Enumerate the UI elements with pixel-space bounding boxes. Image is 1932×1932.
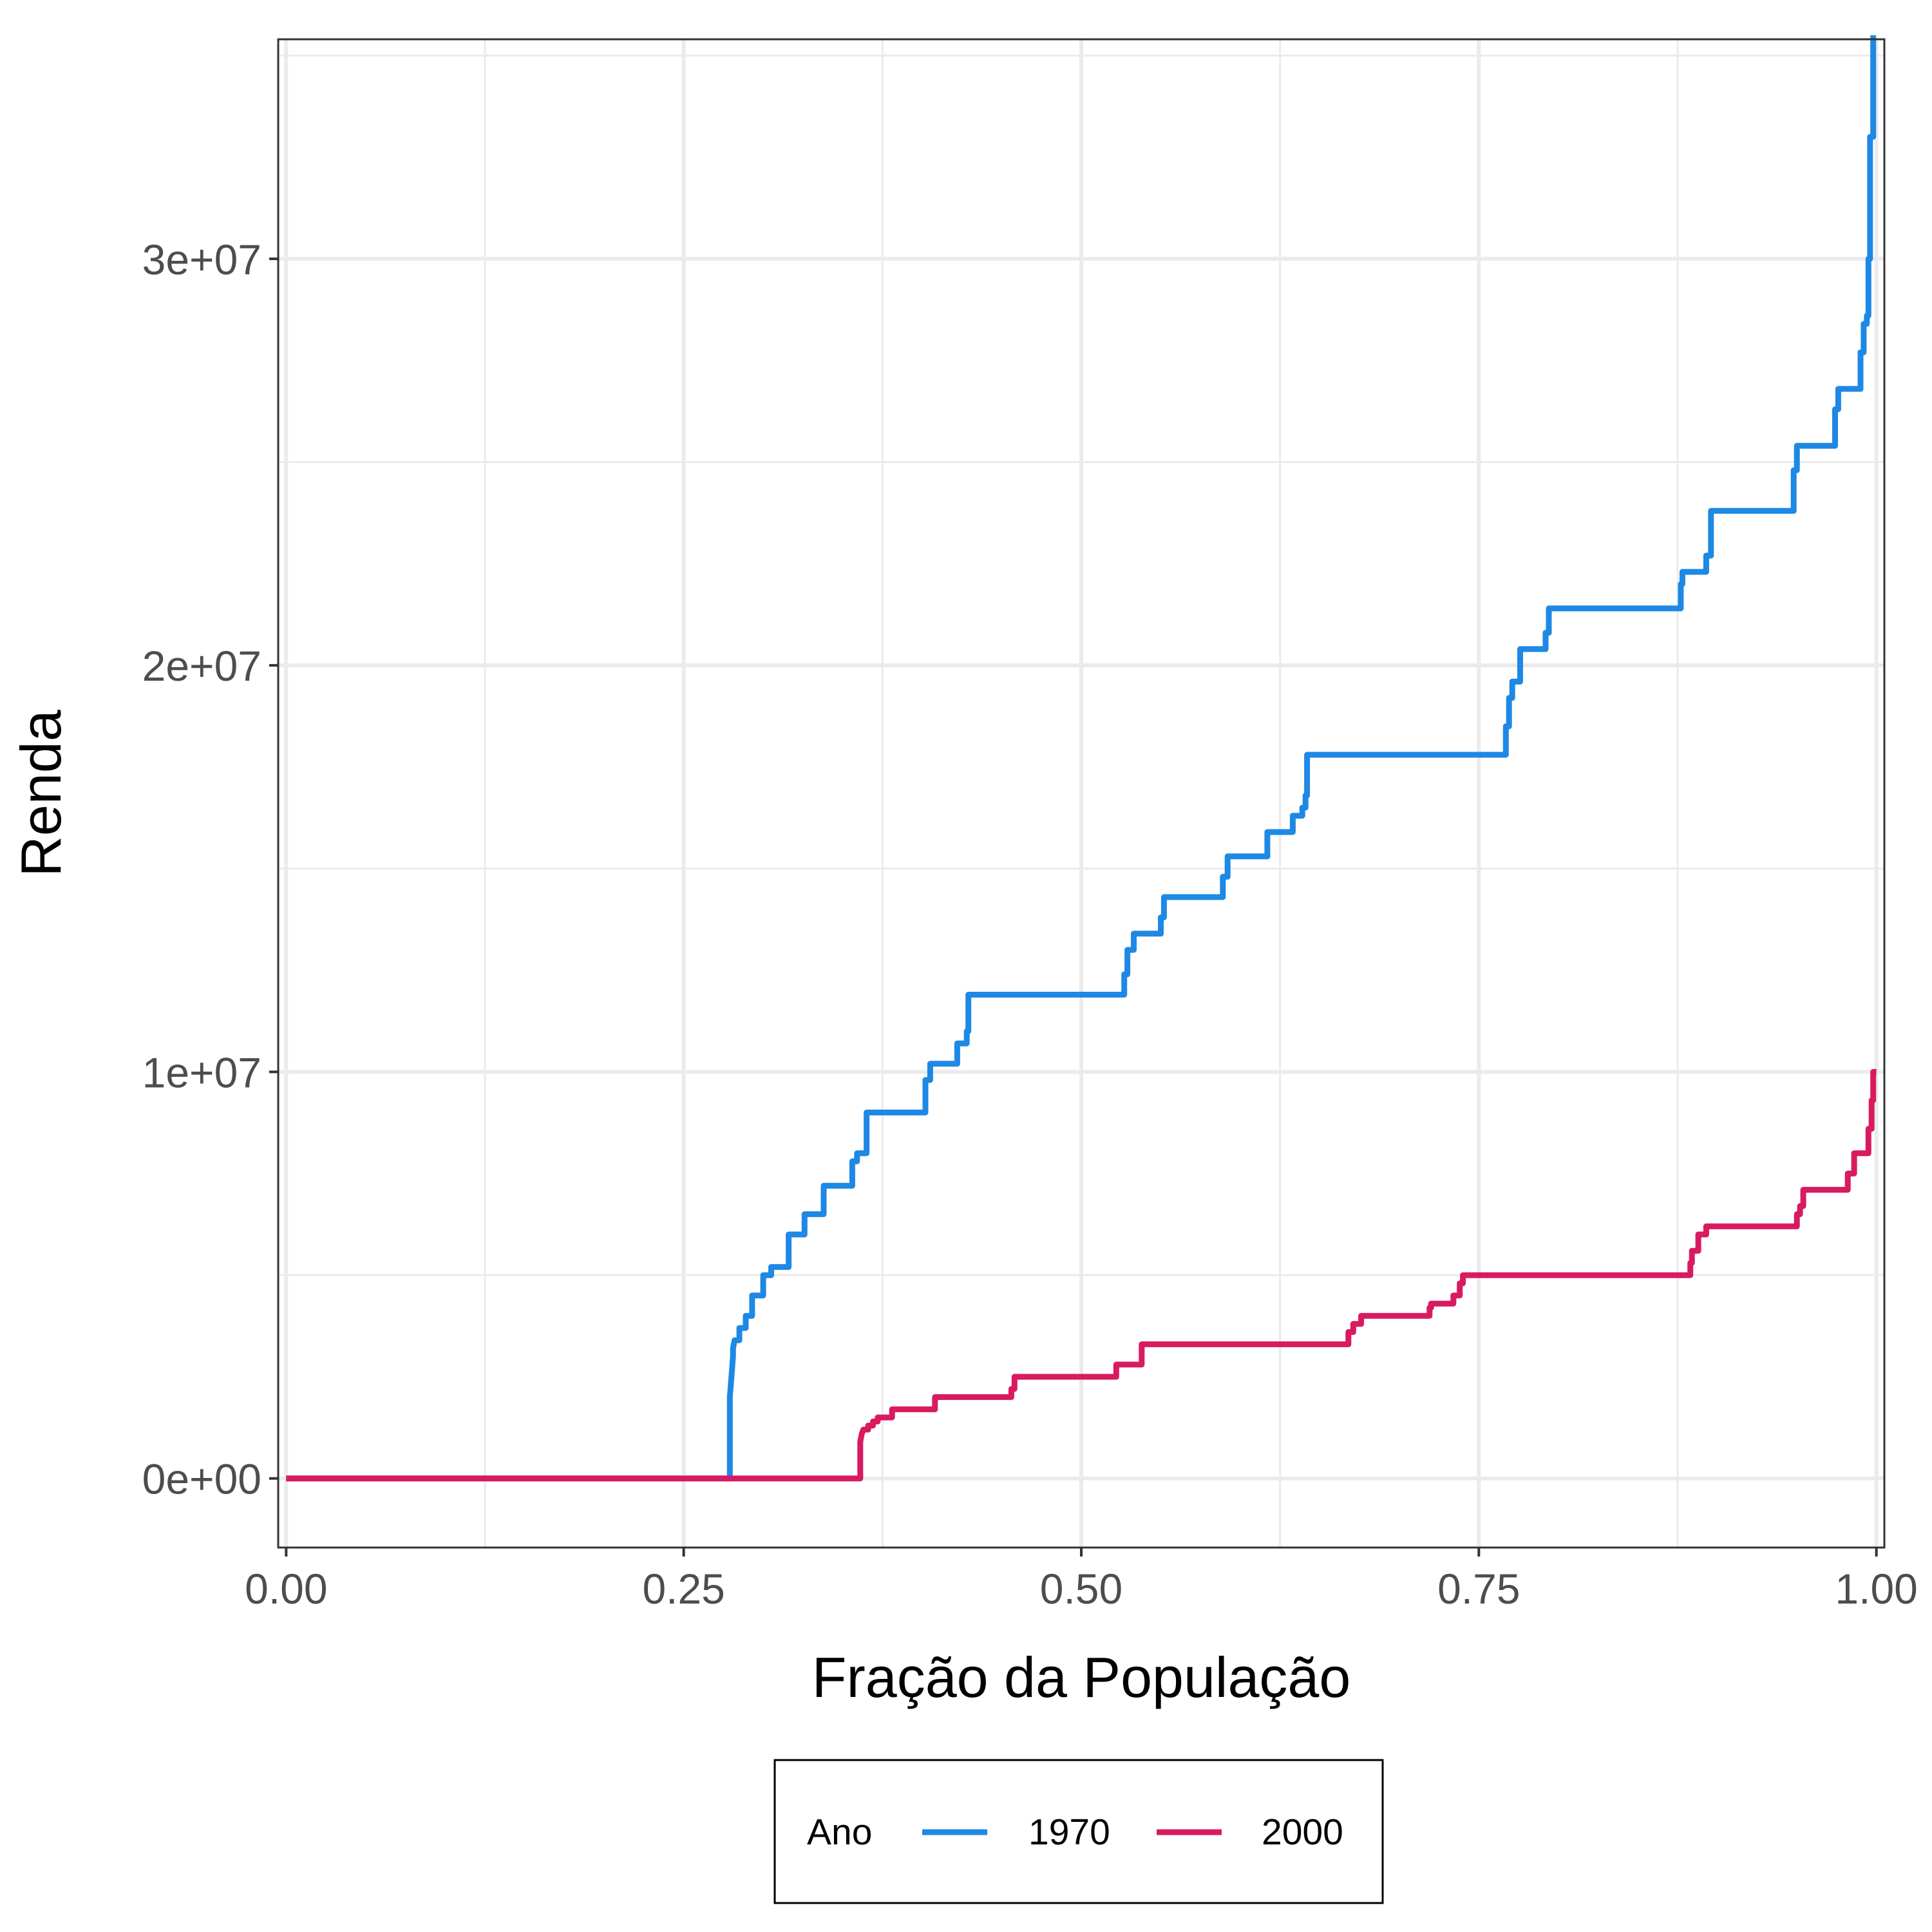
legend-label-1970: 1970 bbox=[1028, 1812, 1110, 1853]
legend-title: Ano bbox=[807, 1812, 872, 1853]
y-tick-label: 0e+00 bbox=[142, 1455, 261, 1503]
legend-box bbox=[773, 1759, 1384, 1904]
grid-major bbox=[278, 39, 1884, 1548]
y-axis: 0e+00 1e+07 2e+07 3e+07 bbox=[142, 236, 278, 1503]
y-axis-title: Renda bbox=[9, 710, 73, 876]
y-tick-label: 1e+07 bbox=[142, 1048, 261, 1096]
series-layer bbox=[286, 35, 1877, 1482]
x-axis-title: Fração da População bbox=[812, 1645, 1351, 1709]
x-tick-label: 1.00 bbox=[1835, 1565, 1917, 1613]
plot-panel bbox=[277, 35, 1886, 1549]
series-line-1970 bbox=[286, 35, 1877, 1482]
y-tick-label: 3e+07 bbox=[142, 236, 261, 283]
x-tick-label: 0.75 bbox=[1437, 1565, 1520, 1613]
y-tick-label: 2e+07 bbox=[142, 642, 261, 690]
x-axis: 0.00 0.25 0.50 0.75 1.00 bbox=[245, 1548, 1918, 1613]
x-tick-label: 0.25 bbox=[642, 1565, 724, 1613]
x-tick-label: 0.00 bbox=[245, 1565, 327, 1613]
legend: Ano 1970 2000 bbox=[773, 1759, 1384, 1904]
series-line-2000 bbox=[286, 1068, 1877, 1482]
x-tick-label: 0.50 bbox=[1040, 1565, 1122, 1613]
legend-label-2000: 2000 bbox=[1262, 1812, 1343, 1853]
